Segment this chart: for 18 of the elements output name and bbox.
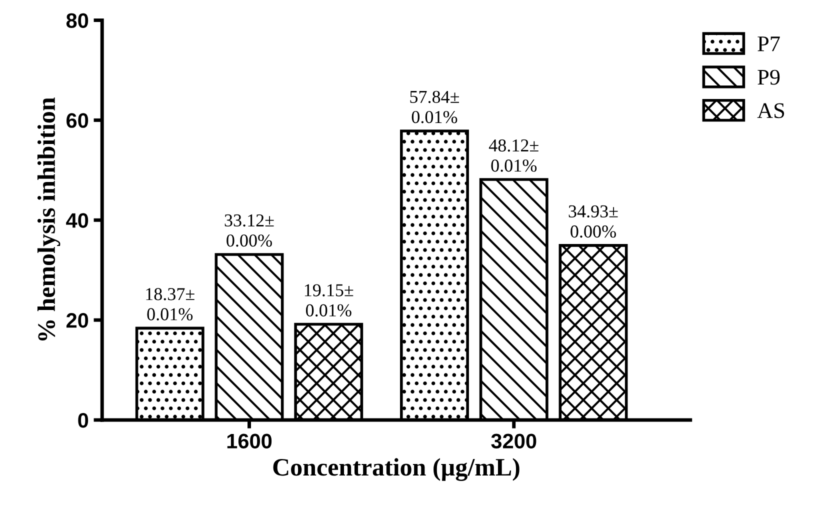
y-tick-label: 40	[66, 213, 88, 228]
data-label: 18.37± 0.01%	[146, 288, 194, 320]
y-axis-title: % hemolysis inhibition	[37, 98, 60, 340]
data-label: 48.12± 0.01%	[488, 139, 538, 172]
data-label: 33.12± 0.00%	[224, 214, 274, 247]
y-tick-label: 0	[78, 412, 88, 428]
legend-label: AS	[757, 103, 784, 118]
data-label: 19.15± 0.01%	[304, 284, 354, 317]
x-tick-label: 1600	[227, 434, 272, 448]
legend-label: P7	[758, 36, 780, 52]
x-axis-title: Concentration (µg/mL)	[273, 458, 520, 482]
y-tick-label: 20	[66, 313, 88, 328]
y-tick-label: 60	[66, 113, 88, 128]
y-tick-label: 80	[66, 13, 88, 28]
data-label: 57.84± 0.01%	[410, 90, 459, 124]
legend-label: P9	[758, 70, 780, 85]
data-label: 34.93± 0.00%	[568, 205, 618, 238]
x-tick-label: 3200	[491, 434, 536, 449]
